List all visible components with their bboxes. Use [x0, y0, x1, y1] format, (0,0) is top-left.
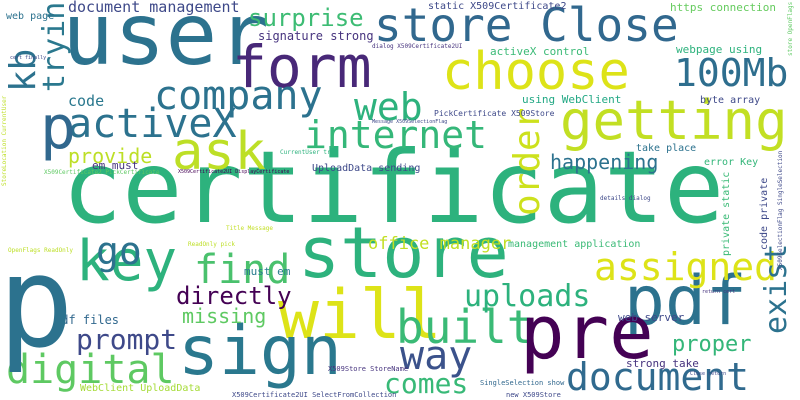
word-storelocation-currentuser: StoreLocation CurrentUser	[1, 95, 8, 186]
word-private-static: private static	[721, 171, 732, 256]
word-x509certificate2ui-displaycertificate: X509Certificate2UI DisplayCertificate	[178, 169, 290, 175]
word-getting: getting	[560, 89, 788, 152]
word-internet: internet	[304, 113, 488, 157]
word-pickcertificate-x509store: PickCertificate X509Store	[434, 109, 555, 118]
word-store-openflags: store OpenFlags	[787, 1, 794, 56]
word-return-cert: return cert	[702, 289, 736, 295]
word-assigned: assigned	[594, 245, 778, 289]
word-using-webclient: using WebClient	[522, 93, 622, 106]
word-static-x509certificate2: static X509Certificate2	[428, 1, 567, 12]
word-prompt: prompt	[76, 323, 178, 356]
word-sign: sign	[178, 312, 342, 391]
word-management-application: management application	[508, 239, 641, 250]
word-directly: directly	[176, 282, 292, 310]
word-dialog-x509certificate2ui: dialog X509Certificate2UI	[372, 43, 463, 50]
word-store-close: store Close	[374, 0, 679, 52]
word-certificate: certificate	[62, 129, 725, 246]
word-x509certificate2ui-selectfromcollection: X509Certificate2UI SelectFromCollection	[232, 391, 397, 399]
word-p-medium: p	[40, 93, 77, 163]
word-details-dialog: details dialog	[600, 195, 651, 202]
word-openflags-readonly: OpenFlags ReadOnly	[8, 247, 74, 254]
word-strong-take: strong take	[626, 357, 699, 370]
word-webclient-uploaddata: WebClient UploadData	[80, 383, 201, 394]
word-take-place: take place	[636, 143, 697, 154]
word-activex-control: activeX control	[490, 45, 590, 58]
word-x509certificate2-pickcertificate: X509Certificate2 PickCertificate	[44, 169, 160, 176]
word-key: key	[76, 229, 178, 294]
word-happening: happening	[550, 150, 659, 174]
word-activex: activeX	[68, 101, 237, 147]
word-document: document	[566, 355, 750, 399]
word-provide: provide	[68, 144, 153, 168]
word-missing: missing	[182, 304, 267, 328]
word-will: will	[278, 276, 442, 355]
word-message-x509selectionflag: Message X509SelectionFlag	[372, 119, 448, 125]
word-pre: pre	[520, 290, 654, 376]
word-form: form	[232, 33, 372, 101]
word-uploaddata-sending: UploadData sending	[312, 163, 421, 174]
word-comes: comes	[384, 367, 469, 400]
word-company: company	[154, 73, 323, 119]
word-choose: choose	[442, 42, 630, 102]
word-order: order	[507, 107, 548, 216]
word-p-large: p	[0, 229, 74, 376]
word-uploads: uploads	[464, 279, 591, 314]
word-new-x509store: new X509Store	[506, 391, 561, 399]
word-close-return: Close return	[690, 371, 727, 377]
word-x509selectionflag-singleselection: X509SelectionFlag SingleSelection	[777, 150, 784, 270]
word-proper: proper	[672, 332, 752, 357]
word-digital: digital	[6, 347, 175, 393]
word-go: go	[96, 229, 142, 273]
word-web-server: web server	[618, 311, 685, 324]
word-code: code	[68, 92, 105, 110]
word-built: built	[396, 300, 535, 354]
word-way: way	[400, 333, 473, 379]
word-byte-array: byte array	[700, 95, 761, 106]
word-web-page: web page	[6, 11, 55, 22]
word-surprise: surprise	[248, 4, 364, 32]
word-user: user	[62, 0, 270, 85]
word-document-management: document management	[68, 0, 240, 16]
word-webpage-using: webpage using	[676, 43, 763, 56]
word-x509store-storename: X509Store StoreName	[328, 365, 409, 373]
word-must-em: must em	[244, 265, 291, 278]
word-error-key: error Key	[704, 157, 759, 168]
word-title-message: Title Message	[226, 225, 273, 232]
word-https-connection: https connection	[670, 1, 776, 14]
word-em-must: em must	[92, 159, 139, 172]
word-code-private: code private	[759, 177, 770, 250]
word-100mb: 100Mb	[674, 51, 789, 95]
word-office-manager: office manager	[368, 234, 512, 254]
word-currentuser-try: CurrentUser try	[280, 149, 335, 156]
word-web: web	[354, 85, 423, 129]
word-singleselection-show: SingleSelection show	[480, 379, 565, 387]
word-store: store	[298, 212, 509, 294]
word-signature-strong: signature strong	[258, 29, 374, 43]
word-pdf-files: pdf files	[54, 313, 120, 327]
word-cert-finally: cert finally	[10, 55, 47, 61]
word-readonly-pick: ReadOnly pick	[188, 241, 235, 248]
word-ask: ask	[172, 122, 266, 182]
word-pdf: pdf	[624, 262, 747, 341]
word-find: find	[194, 247, 291, 293]
